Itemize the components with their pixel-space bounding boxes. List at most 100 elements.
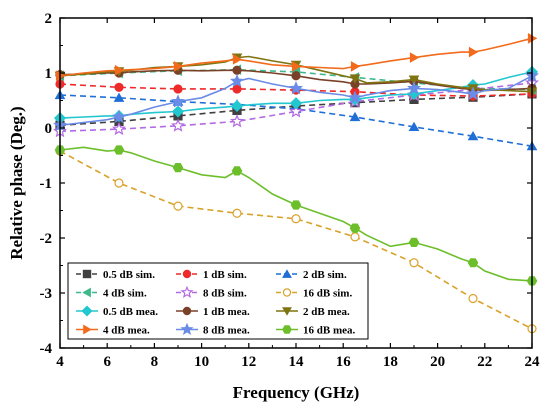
data-point [230,73,244,88]
legend-label: 0.5 dB mea. [103,306,158,318]
data-point [350,61,361,72]
y-tick-label: -1 [40,176,53,192]
legend-item-0-5-db-sim: 0.5 dB sim. [76,269,155,281]
data-point [114,64,125,76]
legend-label: 8 dB sim. [203,288,247,300]
legend-marker [81,305,93,317]
data-point [467,258,479,268]
series-16-db-mea [54,145,538,286]
legend-item-16-db-sim: 16 dB sim. [276,288,352,300]
legend-label: 1 dB sim. [203,269,247,281]
legend-item-0-5-db-mea: 0.5 dB mea. [76,305,158,318]
legend-label: 1 dB mea. [203,306,250,318]
data-point [232,65,242,75]
x-tick-label: 6 [103,354,111,370]
legend-marker [282,288,292,297]
legend-item-2-db-sim: 2 dB sim. [276,269,347,281]
x-axis-title: Frequency (GHz) [233,383,360,402]
data-point [289,81,303,95]
legend-marker [82,269,92,279]
legend-item-2-db-mea: 2 dB mea. [276,306,350,318]
data-point [291,214,301,224]
data-point [232,53,243,65]
x-tick-label: 14 [289,354,305,370]
legend-item-1-db-sim: 1 dB sim. [176,269,247,281]
data-point [291,71,301,81]
legend-item-4-db-sim: 4 dB sim. [76,288,147,300]
x-tick-label: 18 [383,354,398,370]
y-tick-label: 0 [45,121,53,137]
data-point [231,166,243,176]
data-point [408,75,420,85]
data-point [171,118,185,132]
data-point [467,130,479,141]
data-point [173,201,183,211]
data-point [350,232,360,242]
legend-item-8-db-mea: 8 dB mea. [176,322,250,337]
data-point [349,111,361,122]
legend-marker [282,269,292,278]
data-point [112,121,126,136]
legend-label: 2 dB mea. [303,306,350,318]
data-point [171,105,185,118]
y-tick-label: 1 [45,66,53,82]
data-point [173,84,183,94]
x-tick-label: 20 [430,354,445,370]
data-point [349,74,361,84]
legend-label: 2 dB sim. [303,269,347,281]
legend-label: 16 dB mea. [303,325,356,337]
legend-item-4-db-mea: 4 dB mea. [76,325,150,337]
x-tick-label: 22 [477,354,492,370]
y-axis-title: Relative phase (Deg.) [7,106,26,259]
y-tick-label: -2 [40,231,53,247]
x-tick-label: 4 [56,354,64,370]
data-point [171,94,185,108]
data-point [409,258,419,268]
legend-marker [182,306,192,316]
legend-label: 0.5 dB sim. [103,269,155,281]
legend-item-8-db-sim: 8 dB sim. [176,285,247,300]
series-line [59,83,533,97]
data-point [289,104,303,118]
data-point [113,92,125,102]
x-tick-label: 8 [151,354,159,370]
data-point [172,163,184,173]
legend-item-1-db-mea: 1 dB mea. [176,306,250,318]
data-point [468,293,478,304]
data-point [408,121,420,131]
x-tick-label: 12 [241,354,256,370]
data-point [407,81,421,95]
series-4-db-mea [55,32,538,82]
data-point [113,145,125,155]
legend-marker [83,324,92,335]
legend-item-16-db-mea: 16 dB mea. [276,325,356,337]
legend-marker [282,325,292,334]
series-line [59,150,533,330]
series-line [59,93,533,127]
data-point [232,208,242,218]
series-line [59,94,533,147]
data-point [409,52,420,63]
data-point [114,178,124,188]
data-point [173,61,184,72]
series-layer [53,32,539,334]
y-tick-label: -3 [40,286,53,302]
x-tick-label: 10 [194,354,209,370]
legend-label: 8 dB mea. [203,325,250,337]
data-point [468,46,479,58]
data-point [230,114,244,128]
legend-marker [180,285,194,298]
legend-marker [82,287,91,298]
y-tick-label: 2 [45,11,53,27]
x-tick-label: 16 [336,354,352,370]
data-point [232,84,242,94]
x-tick-label: 24 [525,354,541,370]
legend-label: 4 dB mea. [103,325,150,337]
data-point [230,99,244,113]
data-point [112,109,126,123]
legend-label: 4 dB sim. [103,288,147,300]
data-point [349,223,361,233]
data-point [466,86,480,100]
